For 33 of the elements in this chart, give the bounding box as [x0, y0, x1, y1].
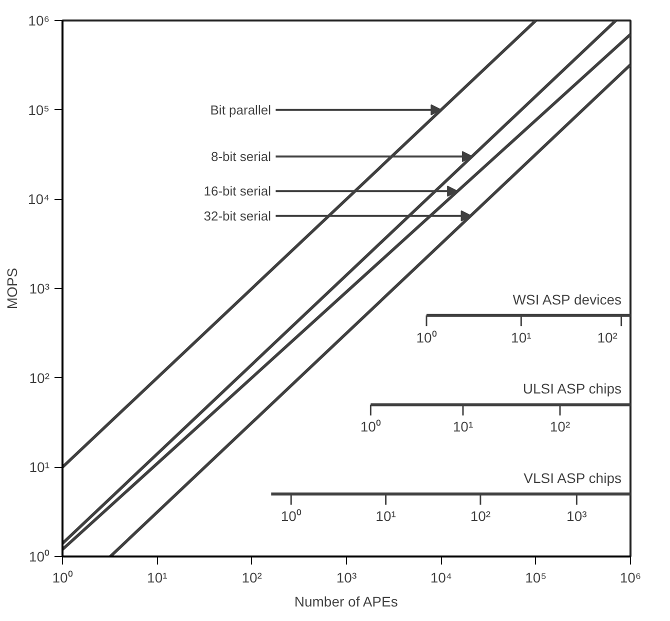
y-tick-label: 10⁴	[28, 191, 50, 208]
y-axis-title: MOPS	[4, 268, 20, 310]
annotation: 10²	[550, 418, 570, 435]
y-tick-label: 10⁰	[28, 548, 50, 564]
x-tick-label: 10⁶	[620, 570, 642, 586]
series-label: VLSI ASP chips	[524, 470, 622, 486]
y-tick-label: 10³	[29, 280, 50, 296]
x-tick-label: 10⁴	[430, 570, 452, 586]
annotation: Bit parallel	[210, 102, 272, 118]
x-tick-label: 10¹	[147, 570, 168, 586]
annotation: 32-bit serial	[204, 208, 272, 224]
series-label: WSI ASP devices	[512, 291, 622, 308]
y-tick-label: 10⁵	[28, 102, 50, 118]
x-tick-label: 10⁰	[52, 570, 73, 586]
annotation: 10¹	[511, 329, 532, 346]
y-tick-label: 10⁶	[28, 12, 50, 28]
annotation: 10²	[470, 508, 491, 524]
y-tick-label: 10²	[29, 370, 50, 386]
annotation: 16-bit serial	[204, 184, 272, 199]
annotation: 10¹	[376, 508, 396, 524]
x-tick-label: 10²	[242, 570, 262, 586]
annotation: 10¹	[452, 418, 474, 435]
annotation: 8-bit serial	[210, 149, 272, 164]
annotation: 10⁰	[280, 508, 302, 524]
series-label: ULSI ASP chips	[522, 380, 622, 397]
x-tick-label: 10⁵	[525, 570, 547, 586]
annotation: 10³	[566, 508, 588, 524]
x-tick-label: 10³	[336, 570, 357, 586]
annotation: 10⁰	[416, 329, 437, 346]
annotation: 10⁰	[360, 418, 381, 435]
x-axis-title: Number of APEs	[294, 594, 398, 610]
annotation: 10²	[597, 329, 618, 346]
y-tick-label: 10¹	[29, 459, 50, 476]
